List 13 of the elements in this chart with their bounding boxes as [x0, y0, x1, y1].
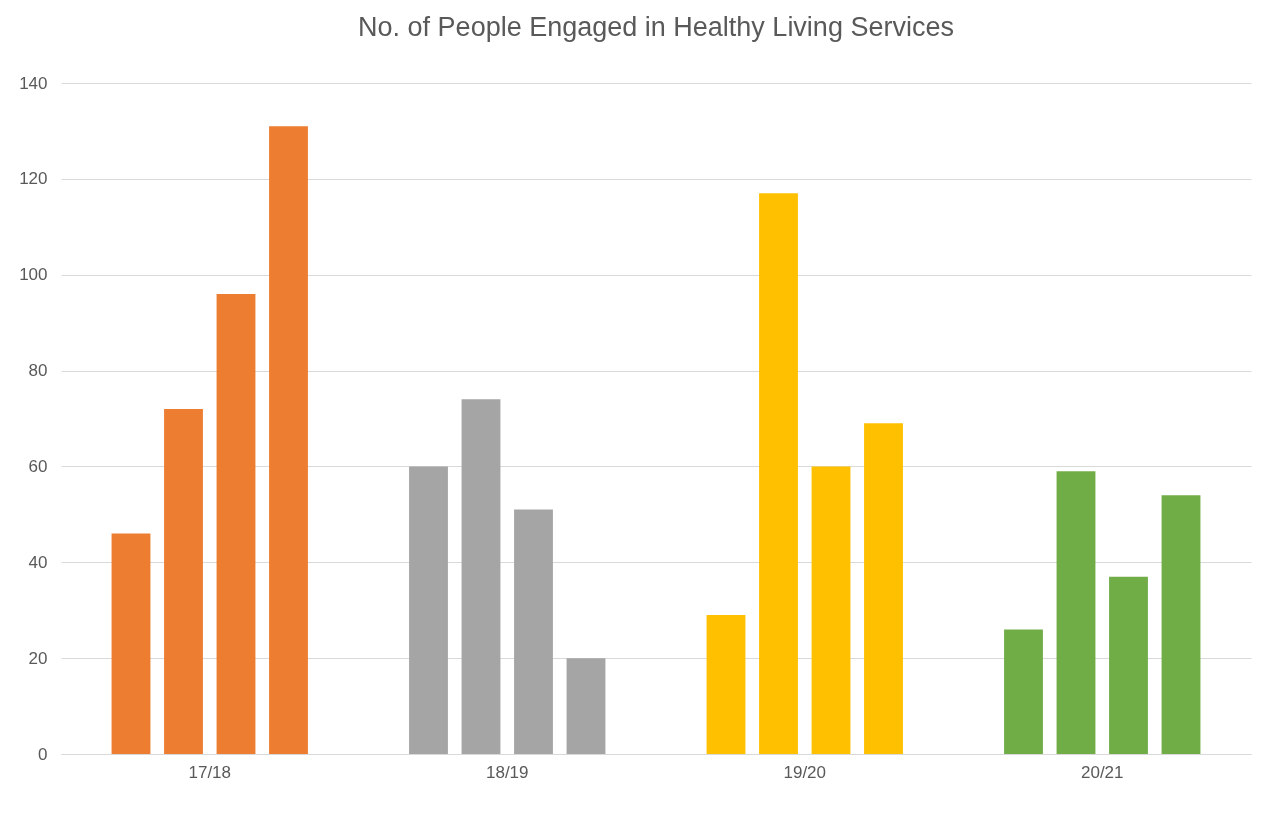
- y-tick-label: 60: [28, 456, 48, 476]
- x-tick-label: 19/20: [783, 762, 827, 782]
- x-tick-label: 18/19: [485, 762, 529, 782]
- x-tick-label: 20/21: [1080, 762, 1124, 782]
- y-tick-label: 140: [19, 73, 48, 93]
- x-tick-label: 17/18: [188, 762, 232, 782]
- y-tick-label: 40: [28, 552, 48, 572]
- y-tick-label: 120: [19, 169, 48, 189]
- y-tick-label: 100: [19, 265, 48, 285]
- y-tick-label: 80: [28, 361, 48, 381]
- chart-title: No. of People Engaged in Healthy Living Services: [358, 12, 954, 42]
- y-tick-label: 20: [28, 648, 48, 668]
- y-tick-label: 0: [38, 744, 48, 764]
